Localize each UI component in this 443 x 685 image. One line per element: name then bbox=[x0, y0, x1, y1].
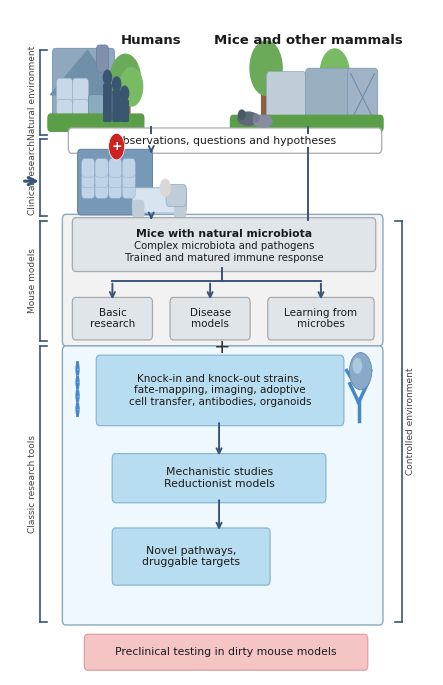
Text: Mouse models: Mouse models bbox=[27, 248, 37, 313]
FancyBboxPatch shape bbox=[52, 48, 115, 125]
FancyBboxPatch shape bbox=[103, 84, 112, 122]
FancyBboxPatch shape bbox=[95, 158, 108, 177]
Ellipse shape bbox=[238, 110, 246, 120]
Ellipse shape bbox=[237, 112, 259, 126]
FancyBboxPatch shape bbox=[88, 95, 105, 125]
Circle shape bbox=[112, 76, 121, 92]
Text: +: + bbox=[214, 338, 230, 358]
Text: +: + bbox=[111, 140, 122, 153]
FancyBboxPatch shape bbox=[84, 634, 368, 670]
FancyBboxPatch shape bbox=[72, 218, 376, 271]
FancyBboxPatch shape bbox=[174, 200, 187, 219]
FancyBboxPatch shape bbox=[122, 158, 136, 177]
Polygon shape bbox=[51, 50, 117, 95]
FancyBboxPatch shape bbox=[120, 90, 131, 125]
FancyBboxPatch shape bbox=[268, 297, 374, 340]
FancyBboxPatch shape bbox=[112, 90, 121, 122]
FancyBboxPatch shape bbox=[267, 71, 306, 125]
Text: Trained and matured immune response: Trained and matured immune response bbox=[125, 253, 323, 262]
FancyBboxPatch shape bbox=[261, 78, 271, 125]
FancyBboxPatch shape bbox=[56, 99, 73, 125]
Text: Mice with natural microbiota: Mice with natural microbiota bbox=[136, 229, 312, 239]
Circle shape bbox=[103, 69, 112, 86]
FancyBboxPatch shape bbox=[132, 188, 187, 213]
FancyBboxPatch shape bbox=[306, 68, 352, 127]
FancyBboxPatch shape bbox=[96, 356, 344, 425]
FancyBboxPatch shape bbox=[72, 99, 89, 125]
Text: Clinical research: Clinical research bbox=[27, 140, 37, 215]
FancyBboxPatch shape bbox=[72, 78, 89, 105]
Circle shape bbox=[319, 48, 350, 99]
Text: Preclinical testing in dirty mouse models: Preclinical testing in dirty mouse model… bbox=[115, 647, 337, 657]
Circle shape bbox=[109, 53, 141, 107]
Text: Controlled environment: Controlled environment bbox=[406, 368, 415, 475]
FancyBboxPatch shape bbox=[109, 169, 122, 188]
Text: Novel pathways,
druggable targets: Novel pathways, druggable targets bbox=[142, 546, 240, 567]
FancyBboxPatch shape bbox=[62, 214, 383, 346]
Circle shape bbox=[109, 134, 124, 160]
FancyBboxPatch shape bbox=[122, 169, 136, 188]
FancyBboxPatch shape bbox=[120, 99, 129, 122]
FancyBboxPatch shape bbox=[96, 45, 109, 72]
Text: Natural environment: Natural environment bbox=[27, 45, 37, 140]
Ellipse shape bbox=[253, 114, 260, 123]
Circle shape bbox=[350, 353, 372, 390]
FancyBboxPatch shape bbox=[112, 453, 326, 503]
FancyBboxPatch shape bbox=[230, 114, 384, 132]
FancyBboxPatch shape bbox=[122, 180, 136, 199]
FancyBboxPatch shape bbox=[95, 180, 108, 199]
Text: Complex microbiota and pathogens: Complex microbiota and pathogens bbox=[134, 241, 314, 251]
Circle shape bbox=[120, 86, 129, 101]
FancyBboxPatch shape bbox=[82, 169, 95, 188]
Text: Learning from
microbes: Learning from microbes bbox=[284, 308, 358, 329]
FancyBboxPatch shape bbox=[82, 158, 95, 177]
Text: Observations, questions and hypotheses: Observations, questions and hypotheses bbox=[114, 136, 336, 146]
Text: Humans: Humans bbox=[121, 34, 182, 47]
Text: Basic
research: Basic research bbox=[90, 308, 135, 329]
FancyBboxPatch shape bbox=[170, 297, 250, 340]
Ellipse shape bbox=[253, 114, 273, 128]
Text: Mechanistic studies
Reductionist models: Mechanistic studies Reductionist models bbox=[163, 467, 274, 489]
FancyBboxPatch shape bbox=[166, 184, 187, 206]
Circle shape bbox=[353, 358, 362, 374]
FancyBboxPatch shape bbox=[347, 68, 378, 127]
FancyBboxPatch shape bbox=[78, 149, 152, 215]
Text: Classic research tools: Classic research tools bbox=[27, 435, 37, 533]
Circle shape bbox=[249, 40, 283, 96]
FancyBboxPatch shape bbox=[132, 200, 144, 219]
Text: Disease
models: Disease models bbox=[190, 308, 231, 329]
FancyBboxPatch shape bbox=[72, 297, 152, 340]
FancyBboxPatch shape bbox=[56, 78, 73, 105]
FancyBboxPatch shape bbox=[82, 180, 95, 199]
Text: Knock-in and knock-out strains,
fate-mapping, imaging, adoptive
cell transfer, a: Knock-in and knock-out strains, fate-map… bbox=[129, 374, 311, 407]
FancyBboxPatch shape bbox=[109, 158, 122, 177]
FancyBboxPatch shape bbox=[112, 528, 270, 585]
FancyBboxPatch shape bbox=[330, 80, 340, 125]
FancyBboxPatch shape bbox=[68, 128, 382, 153]
FancyBboxPatch shape bbox=[109, 180, 122, 199]
FancyBboxPatch shape bbox=[62, 346, 383, 625]
FancyBboxPatch shape bbox=[47, 114, 144, 132]
Circle shape bbox=[119, 67, 143, 107]
FancyBboxPatch shape bbox=[95, 169, 108, 188]
Text: Mice and other mammals: Mice and other mammals bbox=[214, 34, 402, 47]
Circle shape bbox=[159, 179, 171, 197]
